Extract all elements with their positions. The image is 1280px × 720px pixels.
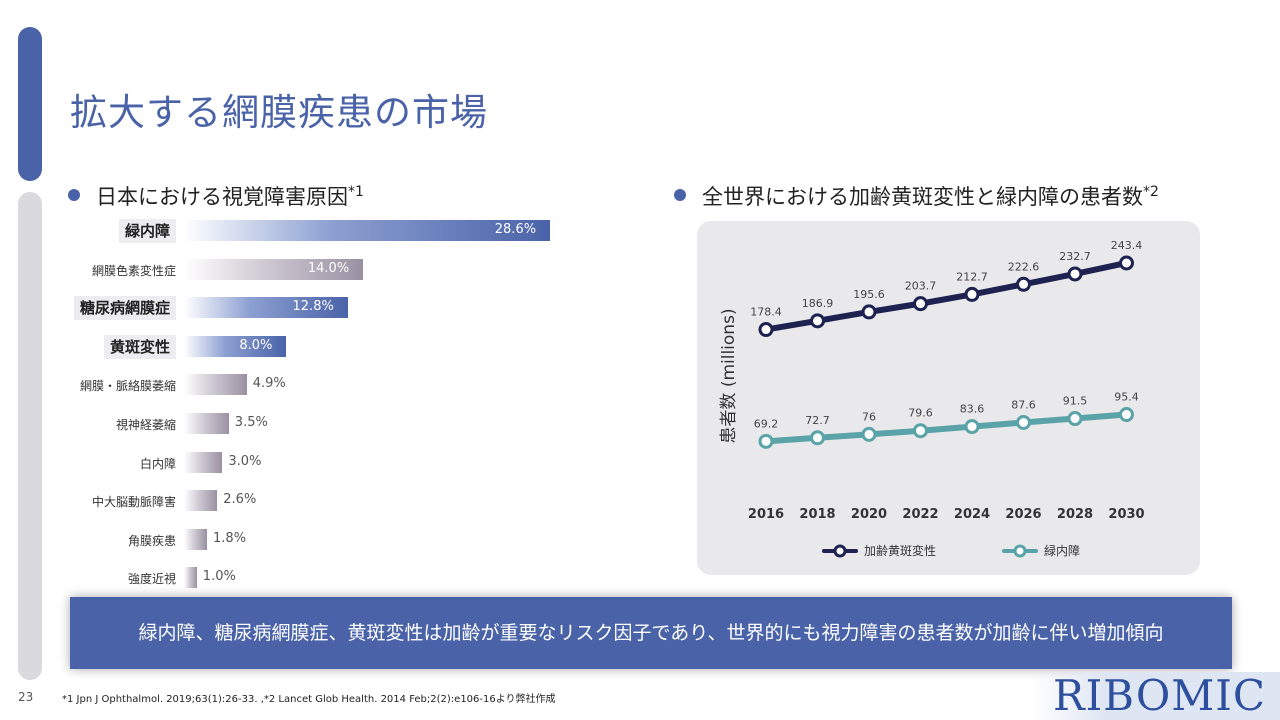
- bar-category-label: 強度近視: [127, 572, 176, 587]
- bar-value-label: 28.6%: [494, 222, 537, 237]
- bar-value-label: 3.0%: [228, 453, 262, 469]
- x-tick-label: 2024: [954, 507, 990, 522]
- page-number: 23: [18, 690, 34, 704]
- left-heading-note: *1: [348, 184, 364, 200]
- data-point: [861, 304, 877, 320]
- bar: [184, 258, 364, 280]
- bar-value-label: 4.9%: [252, 376, 286, 392]
- legend-label: 緑内障: [1044, 543, 1080, 558]
- x-tick-label: 2020: [851, 507, 887, 522]
- bar-category-label: 視神経萎縮: [115, 418, 176, 432]
- data-point: [810, 430, 825, 446]
- bar: [184, 490, 218, 512]
- bar-category-label: 緑内障: [6, 219, 176, 243]
- bar-category-label: 網膜・脈絡膜萎縮: [79, 379, 176, 394]
- data-point: [1016, 415, 1031, 431]
- data-point: [1119, 407, 1134, 423]
- data-label: 79.6: [908, 407, 933, 420]
- bar-value-label: 12.8%: [292, 299, 334, 315]
- right-heading-text: 全世界における加齢黄斑変性と緑内障の患者数: [702, 185, 1143, 209]
- patients-line-chart: 患者数 (millions) 178.4 186.9 195.6 203.7 212.7 2…: [719, 239, 1145, 558]
- data-point: [1067, 411, 1083, 427]
- data-point: [964, 286, 980, 302]
- bar-category-label: 黄斑変性: [6, 334, 176, 359]
- data-point: [1016, 276, 1031, 292]
- data-point: [964, 419, 980, 435]
- right-heading-note: *2: [1143, 184, 1159, 200]
- bar-value-label: 8.0%: [239, 337, 273, 353]
- data-label: 186.9: [802, 297, 834, 310]
- side-accent-bar: [18, 27, 42, 181]
- bar-category-label: 中大脳動脈障害: [91, 495, 176, 510]
- data-point: [758, 433, 774, 449]
- page-title: 拡大する網膜疾患の市場: [70, 91, 488, 134]
- bar-category-label: 網膜色素変性症: [91, 263, 176, 278]
- bar-value-label: 2.6%: [223, 492, 257, 508]
- data-point: [810, 313, 825, 329]
- bar: [184, 567, 197, 589]
- data-label: 91.5: [1063, 395, 1088, 408]
- data-label: 72.7: [805, 414, 830, 427]
- footnote: *1 Jpn J Ophthalmol. 2019;63(1):26-33. ,…: [62, 694, 556, 705]
- side-progress-track: [18, 192, 42, 680]
- bar: [184, 374, 247, 396]
- bar-value-label: 14.0%: [307, 260, 350, 276]
- right-section-heading: 全世界における加齢黄斑変性と緑内障の患者数*2: [674, 181, 1159, 211]
- data-label: 178.4: [750, 306, 782, 319]
- data-point: [1067, 266, 1083, 282]
- data-label: 243.4: [1111, 239, 1143, 252]
- data-label: 203.7: [905, 280, 937, 293]
- data-point: [913, 423, 928, 439]
- data-label: 195.6: [853, 288, 885, 301]
- x-tick-label: 2018: [799, 507, 835, 522]
- patients-line-chart-panel: 患者数 (millions) 178.4 186.9 195.6 203.7 212.7 2…: [697, 221, 1200, 575]
- x-tick-label: 2022: [902, 507, 938, 522]
- data-point: [758, 322, 774, 338]
- bullet-dot: [68, 189, 80, 201]
- bar: [184, 528, 208, 550]
- x-tick-label: 2016: [748, 507, 784, 522]
- legend-swatch-marker: [1013, 544, 1027, 558]
- data-label: 87.6: [1011, 399, 1036, 412]
- bar-category-label: 白内障: [139, 456, 176, 471]
- bar-value-label: 1.8%: [213, 530, 247, 546]
- bar-value-label: 1.0%: [202, 569, 236, 585]
- bar-value-label: 3.5%: [234, 415, 268, 430]
- logo-text: RIBOMIC: [1052, 671, 1266, 720]
- data-point: [913, 296, 928, 312]
- y-axis-label: 患者数 (millions): [719, 308, 739, 443]
- x-tick-label: 2026: [1005, 507, 1041, 522]
- bar: [184, 297, 348, 319]
- bar: [184, 220, 551, 241]
- data-label: 212.7: [956, 270, 988, 283]
- data-label: 95.4: [1114, 391, 1139, 404]
- x-tick-label: 2028: [1057, 507, 1093, 522]
- bar-category-label: 角膜疾患: [127, 533, 176, 548]
- series-line: [763, 259, 1130, 333]
- left-heading-text: 日本における視覚障害原因: [96, 185, 348, 209]
- legend-label: 加齢黄斑変性: [864, 543, 936, 558]
- bar-category-label: 糖尿病網膜症: [6, 296, 176, 321]
- company-logo: RIBOMIC: [1030, 671, 1280, 720]
- x-tick-label: 2030: [1108, 507, 1144, 522]
- data-label: 76: [862, 410, 876, 423]
- data-label: 222.6: [1008, 260, 1040, 273]
- legend-swatch-marker: [833, 544, 847, 558]
- data-label: 83.6: [960, 403, 985, 416]
- data-point: [861, 426, 877, 442]
- bar: [184, 413, 229, 434]
- data-label: 69.2: [754, 417, 779, 430]
- data-point: [1119, 255, 1134, 271]
- series-line: [763, 411, 1130, 445]
- left-section-heading: 日本における視覚障害原因*1: [68, 181, 364, 211]
- bar: [184, 451, 223, 473]
- conclusion-banner: 緑内障、糖尿病網膜症、黄斑変性は加齢が重要なリスク因子であり、世界的にも視力障害…: [70, 597, 1232, 669]
- bullet-dot: [674, 189, 686, 201]
- data-label: 232.7: [1059, 250, 1091, 263]
- bar: [184, 335, 287, 357]
